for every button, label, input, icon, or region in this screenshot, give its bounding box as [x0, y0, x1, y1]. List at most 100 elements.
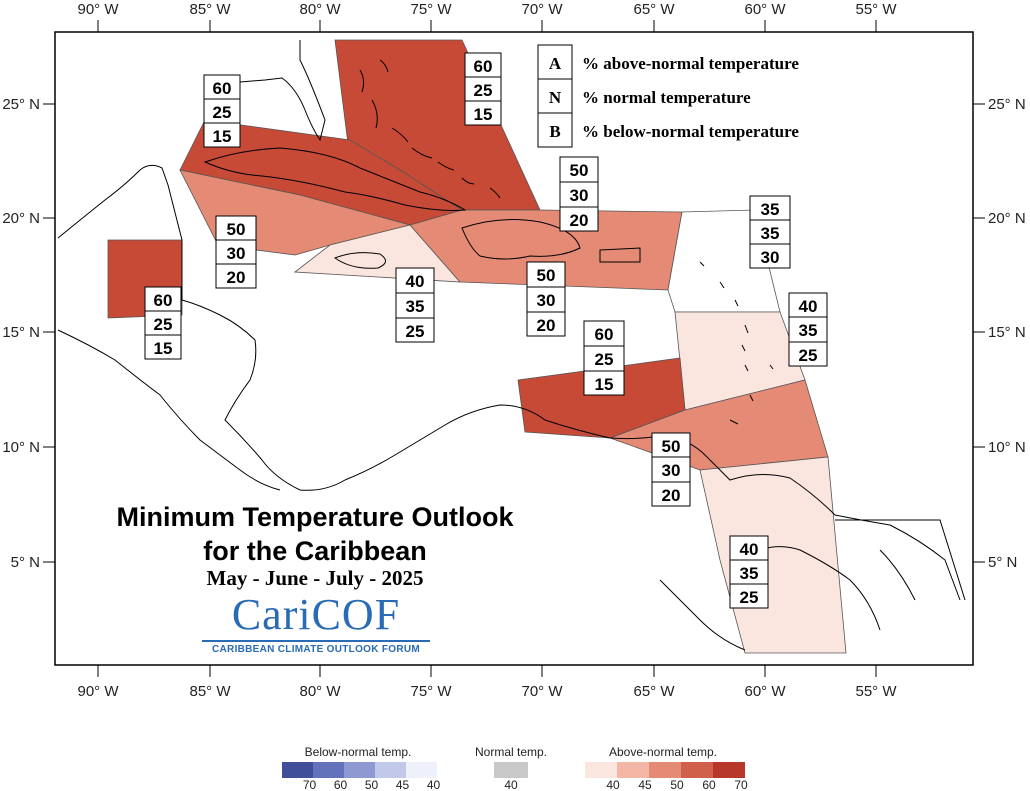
prob-above: 40	[799, 297, 818, 316]
prob-below: 30	[761, 248, 780, 267]
prob-above: 60	[154, 291, 173, 310]
prob-above: 40	[406, 272, 425, 291]
lon-label: 80° W	[299, 683, 341, 700]
prob-normal: 35	[761, 224, 780, 243]
key-letter-n: N	[549, 88, 562, 107]
logo-divider	[202, 640, 430, 642]
forecast-period: May - June - July - 2025	[206, 566, 424, 590]
legend-tick-label: 50	[365, 778, 379, 791]
prob-above: 60	[595, 325, 614, 344]
prob-table-hispaniola-south: 50 30 20	[526, 261, 566, 337]
prob-below: 15	[213, 127, 232, 146]
lon-label: 85° W	[189, 683, 231, 700]
prob-table-leeward: 35 35 30	[749, 195, 791, 269]
prob-above: 50	[662, 437, 681, 456]
lat-label: 10° N	[988, 439, 1026, 456]
lon-label: 85° W	[189, 1, 231, 18]
legend-swatch	[344, 762, 375, 778]
lon-label: 75° W	[410, 1, 452, 18]
prob-above: 35	[761, 200, 780, 219]
legend-swatches-below: 70 60 50 45 40	[282, 762, 440, 791]
key-letter-box	[537, 44, 573, 80]
lon-label: 80° W	[299, 1, 341, 18]
prob-normal: 35	[740, 564, 759, 583]
legend-title-above: Above-normal temp.	[609, 745, 717, 759]
prob-normal: 35	[799, 321, 818, 340]
prob-table-jamaica: 40 35 25	[395, 267, 435, 343]
lat-label: 25° N	[988, 96, 1026, 113]
lat-label: 5° N	[988, 554, 1017, 571]
legend-tick-label: 70	[734, 778, 748, 791]
color-legend: Below-normal temp. 70 60 50 45 40 Normal tem…	[282, 745, 748, 791]
lon-bottom-labels: 90° W 85° W 80° W 75° W 70° W 65° W 60° …	[77, 683, 897, 700]
coast-central-america-west	[57, 329, 281, 491]
graticule-ticks	[43, 20, 985, 677]
map-title-line1: Minimum Temperature Outlook	[116, 502, 514, 532]
legend-tick-label: 40	[427, 778, 441, 791]
key-letter-box	[537, 78, 573, 114]
legend-tick-label: 50	[670, 778, 684, 791]
legend-title-below: Below-normal temp.	[305, 745, 412, 759]
prob-table-cayman-band: 50 30 20	[215, 215, 257, 289]
legend-tick-label: 60	[702, 778, 716, 791]
probability-tables: 60 25 15 60 25 15 50 30 20 60 25 15	[144, 52, 828, 609]
legend-tick-label: 45	[638, 778, 652, 791]
prob-normal: 25	[474, 81, 493, 100]
prob-table-bahamas: 60 25 15	[464, 52, 502, 126]
key-letter-box	[537, 112, 573, 148]
lon-label: 65° W	[633, 683, 675, 700]
legend-tick-label: 70	[303, 778, 317, 791]
coast-lesser-antilles	[699, 261, 774, 425]
coast-guianas-interior	[659, 519, 966, 651]
logo-wordmark: CariCOF	[231, 590, 401, 639]
legend-swatch	[713, 762, 745, 778]
prob-above: 50	[227, 220, 246, 239]
lat-left-labels: 25° N 20° N 15° N 10° N 5° N	[2, 96, 40, 571]
prob-table-border	[651, 432, 691, 507]
logo-subtitle: CARIBBEAN CLIMATE OUTLOOK FORUM	[212, 644, 420, 655]
prob-table-border	[729, 535, 769, 609]
prob-normal: 30	[227, 244, 246, 263]
legend-swatch	[494, 762, 528, 778]
lat-label: 5° N	[11, 554, 40, 571]
legend-swatches-above: 40 45 50 60 70	[585, 762, 748, 791]
prob-normal: 35	[406, 297, 425, 316]
prob-below: 15	[474, 105, 493, 124]
key-text-below: % below-normal temperature	[582, 122, 799, 141]
prob-below: 20	[570, 211, 589, 230]
legend-swatches-normal: 40	[494, 762, 528, 791]
coast-florida	[239, 40, 326, 142]
coast-jamaica	[333, 252, 386, 269]
prob-above: 60	[474, 57, 493, 76]
prob-table-trinidad-band: 50 30 20	[651, 432, 691, 507]
prob-table-border	[559, 156, 599, 232]
legend-swatch	[649, 762, 681, 778]
prob-table-border	[583, 320, 625, 396]
legend-swatch	[375, 762, 406, 778]
prob-normal: 30	[537, 291, 556, 310]
legend-tick-label: 60	[334, 778, 348, 791]
prob-above: 50	[570, 161, 589, 180]
lat-right-labels: 25° N 20° N 15° N 10° N 5° N	[988, 96, 1026, 571]
lat-label: 15° N	[988, 324, 1026, 341]
prob-table-border	[215, 215, 257, 289]
prob-normal: 25	[595, 350, 614, 369]
lon-label: 55° W	[855, 683, 897, 700]
prob-table-border	[464, 52, 502, 126]
key-text-normal: % normal temperature	[582, 88, 751, 107]
prob-above: 40	[740, 540, 759, 559]
coast-bahamas	[359, 59, 501, 199]
prob-above: 50	[537, 266, 556, 285]
caricof-logo: CariCOF CARIBBEAN CLIMATE OUTLOOK FORUM	[196, 592, 436, 662]
prob-table-guianas: 40 35 25	[729, 535, 769, 609]
prob-table-windward: 40 35 25	[788, 292, 828, 367]
prob-table-border	[749, 195, 791, 269]
prob-below: 25	[406, 322, 425, 341]
prob-table-south-caribbean: 60 25 15	[583, 320, 625, 396]
coast-hispaniola	[461, 219, 581, 260]
key-text-above: % above-normal temperature	[582, 54, 799, 73]
legend-tick-label: 40	[504, 778, 518, 791]
legend-swatch	[406, 762, 437, 778]
prob-below: 25	[799, 346, 818, 365]
prob-table-cuba: 60 25 15	[203, 74, 241, 148]
